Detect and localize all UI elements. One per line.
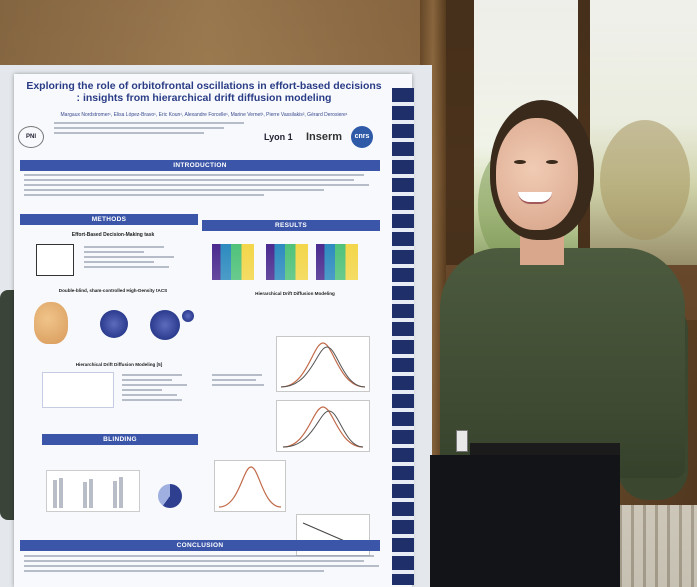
density-curve xyxy=(282,406,364,448)
research-poster: Exploring the role of orbitofrontal osci… xyxy=(14,74,412,587)
density-curve xyxy=(218,466,282,508)
head-model xyxy=(34,302,68,344)
poster-edge-pattern xyxy=(392,88,414,585)
hddm-results-heading: Hierarchical Drift Diffusion Modeling xyxy=(255,291,335,296)
density-curve xyxy=(280,342,366,388)
eye xyxy=(546,160,558,164)
person-pants xyxy=(430,455,620,587)
density-plot xyxy=(276,400,370,452)
radiator xyxy=(610,505,697,587)
person-face xyxy=(496,118,578,230)
brain-map xyxy=(182,310,194,322)
double-blind-heading: Double-blind, sham-controlled High-Densi… xyxy=(58,288,168,293)
density-plot xyxy=(276,336,370,392)
cnrs-logo-icon: cnrs xyxy=(351,126,373,148)
bar xyxy=(113,481,117,508)
bar xyxy=(53,480,57,508)
bar xyxy=(89,479,93,508)
brain-map xyxy=(100,310,128,338)
bar xyxy=(59,478,63,508)
task-screen xyxy=(36,244,74,276)
effort-task-heading: Effort-Based Decision-Making task xyxy=(71,232,155,238)
section-results: RESULTS xyxy=(202,220,380,231)
smile xyxy=(518,192,552,204)
hddm-methods-heading: Hierarchical Drift Diffusion Modeling [5… xyxy=(75,362,163,367)
eye xyxy=(514,160,526,164)
hddm-methods-text xyxy=(122,374,192,404)
person-sweater xyxy=(440,248,685,478)
lanyard-badge xyxy=(456,430,468,452)
poster-affiliations xyxy=(54,122,254,137)
section-introduction: INTRODUCTION xyxy=(20,160,380,171)
poster-authors: Margaux Nordstromer¹, Elisa López-Bravo¹… xyxy=(60,112,348,118)
tree-foliage xyxy=(600,120,690,240)
blinding-pie-chart xyxy=(158,484,182,508)
section-methods: METHODS xyxy=(20,214,198,225)
conclusion-text xyxy=(24,555,384,575)
poster-title: Exploring the role of orbitofrontal osci… xyxy=(26,80,382,104)
heatmap-3 xyxy=(316,244,358,280)
heatmap-2 xyxy=(266,244,308,280)
section-conclusion: CONCLUSION xyxy=(20,540,380,551)
lyon-logo: Lyon 1 xyxy=(264,132,293,142)
blinding-bar-chart xyxy=(46,470,140,512)
ddm-diagram xyxy=(42,372,114,408)
heatmap-1 xyxy=(212,244,254,280)
bar xyxy=(119,477,123,508)
pni-logo-icon: PNI xyxy=(18,126,44,148)
bar xyxy=(83,482,87,508)
results-text xyxy=(212,374,268,389)
inserm-logo: Inserm xyxy=(306,131,343,143)
introduction-text xyxy=(24,174,374,199)
section-blinding: BLINDING xyxy=(42,434,198,445)
brain-map xyxy=(150,310,180,340)
task-text xyxy=(84,246,184,271)
belt xyxy=(470,443,620,457)
density-plot xyxy=(214,460,286,512)
